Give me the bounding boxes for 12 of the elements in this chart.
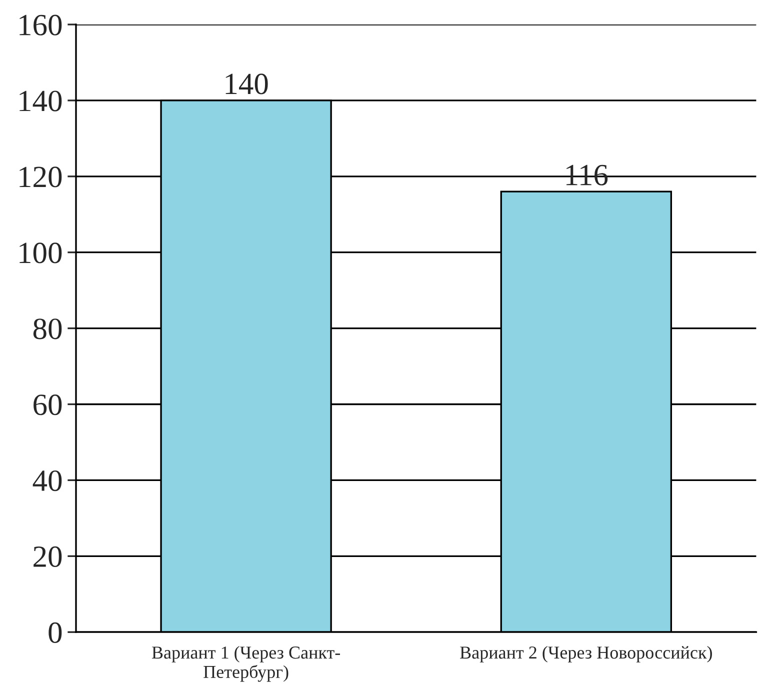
y-tick-label: 80 bbox=[33, 318, 62, 340]
data-label: 140 bbox=[226, 74, 268, 94]
y-tick-label: 40 bbox=[32, 470, 62, 492]
y-tick-label: 160 bbox=[20, 14, 62, 36]
y-tick-label: 120 bbox=[20, 166, 62, 188]
y-tick-label: 140 bbox=[20, 90, 62, 112]
x-tick-label: Вариант 1 (Через Санкт-Петербург) bbox=[152, 646, 340, 682]
x-tick-label: Вариант 2 (Через Новороссийск) bbox=[460, 646, 712, 662]
y-tick-label: 0 bbox=[48, 622, 62, 643]
y-tick-label: 100 bbox=[20, 242, 62, 264]
y-tick-label: 60 bbox=[34, 394, 62, 416]
y-tick-label: 20 bbox=[34, 546, 62, 568]
